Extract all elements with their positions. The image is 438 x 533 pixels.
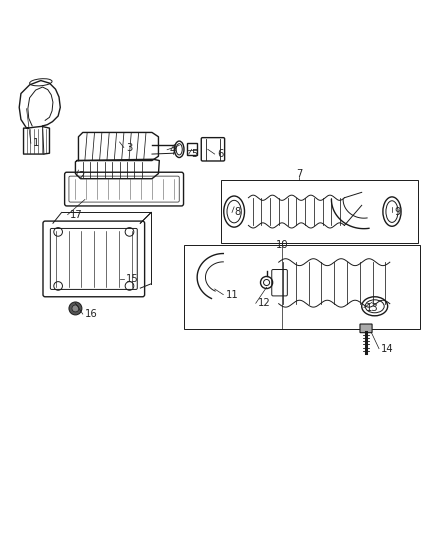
- Text: 15: 15: [126, 274, 139, 285]
- Text: 16: 16: [85, 309, 98, 319]
- Text: 11: 11: [226, 289, 238, 300]
- Text: 9: 9: [394, 207, 400, 217]
- Circle shape: [69, 302, 82, 315]
- Text: 17: 17: [70, 209, 82, 220]
- Text: 3: 3: [126, 143, 132, 152]
- Text: 8: 8: [234, 207, 240, 217]
- Bar: [184, 245, 420, 329]
- Text: 12: 12: [258, 298, 271, 308]
- Text: 13: 13: [366, 303, 379, 312]
- Bar: [221, 180, 418, 243]
- Text: 10: 10: [276, 240, 288, 250]
- Text: 5: 5: [191, 149, 197, 159]
- Text: 2: 2: [78, 171, 85, 181]
- Text: 4: 4: [169, 145, 176, 155]
- Bar: [187, 143, 198, 155]
- FancyBboxPatch shape: [360, 324, 372, 333]
- Text: 6: 6: [217, 149, 223, 159]
- Text: 1: 1: [33, 138, 39, 148]
- Text: 7: 7: [296, 168, 302, 179]
- Text: 14: 14: [381, 344, 394, 354]
- Circle shape: [72, 305, 79, 312]
